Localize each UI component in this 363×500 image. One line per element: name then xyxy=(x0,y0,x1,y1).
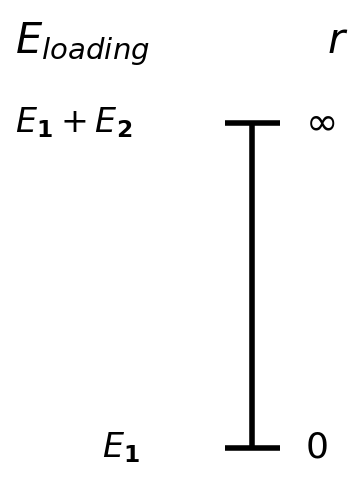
Text: $\infty$: $\infty$ xyxy=(305,104,335,142)
Text: $0$: $0$ xyxy=(305,430,327,464)
Text: $\mathbf{\mathit{E}}_{\mathbf{\mathit{loading}}}$: $\mathbf{\mathit{E}}_{\mathbf{\mathit{lo… xyxy=(15,20,150,68)
Text: $\mathbf{\mathit{r}}$: $\mathbf{\mathit{r}}$ xyxy=(327,20,348,62)
Text: $\mathbf{\mathit{E}}_\mathbf{1} + \mathbf{\mathit{E}}_\mathbf{2}$: $\mathbf{\mathit{E}}_\mathbf{1} + \mathb… xyxy=(15,105,132,140)
Text: $\mathbf{\mathit{E}}_\mathbf{1}$: $\mathbf{\mathit{E}}_\mathbf{1}$ xyxy=(102,430,140,465)
